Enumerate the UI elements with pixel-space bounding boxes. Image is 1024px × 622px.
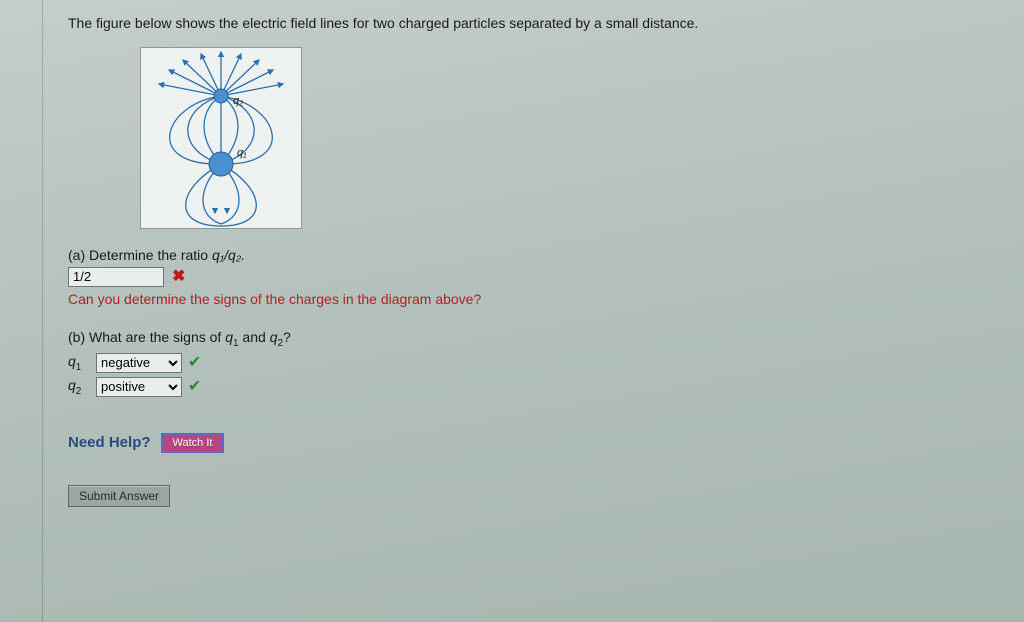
q2-sign-row: q2 positive ✔ xyxy=(68,377,1004,397)
watch-it-button[interactable]: Watch It xyxy=(161,433,225,453)
part-b-label: (b) What are the signs of q1 and q2? xyxy=(68,329,1004,349)
q1-label: q₁ xyxy=(237,147,247,159)
part-a-answer-row: ✖ xyxy=(68,267,1004,287)
correct-icon: ✔ xyxy=(188,379,201,395)
q2-symbol: q2 xyxy=(68,377,90,397)
part-b: (b) What are the signs of q1 and q2? q1 … xyxy=(68,329,1004,397)
q2-label: q₂ xyxy=(233,95,244,107)
q2-sign-select[interactable]: positive xyxy=(96,377,182,397)
q1-sign-select[interactable]: negative xyxy=(96,353,182,373)
prompt-text: The figure below shows the electric fiel… xyxy=(68,14,1004,33)
part-a: (a) Determine the ratio q₁/q₂. ✖ Can you… xyxy=(68,247,1004,307)
need-help-row: Need Help? Watch It xyxy=(68,433,1004,453)
need-help-label: Need Help? xyxy=(68,434,151,451)
q1-sign-row: q1 negative ✔ xyxy=(68,353,1004,373)
part-a-label: (a) Determine the ratio q₁/q₂. xyxy=(68,247,1004,263)
part-a-feedback: Can you determine the signs of the charg… xyxy=(68,291,1004,307)
q1-symbol: q1 xyxy=(68,353,90,373)
field-lines-figure: q₂ q₁ xyxy=(140,47,302,229)
ratio-input[interactable] xyxy=(68,267,164,287)
figure-wrapper: q₂ q₁ xyxy=(140,47,1004,229)
correct-icon: ✔ xyxy=(188,355,201,371)
incorrect-icon: ✖ xyxy=(172,269,185,285)
submit-row: Submit Answer xyxy=(68,485,1004,507)
submit-answer-button[interactable]: Submit Answer xyxy=(68,485,170,507)
question-container: The figure below shows the electric fiel… xyxy=(0,0,1024,622)
